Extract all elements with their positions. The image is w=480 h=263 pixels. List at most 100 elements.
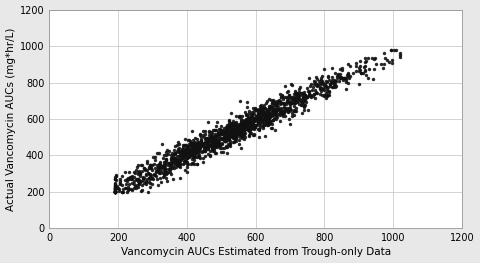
Point (221, 139, 229, 143)
Point (264, 112, 272, 116)
Point (201, 144, 209, 149)
Point (271, 112, 279, 116)
Point (167, 166, 174, 171)
Point (321, 82, 329, 86)
Point (295, 93, 302, 97)
Point (180, 155, 188, 159)
Point (153, 151, 160, 155)
Point (254, 121, 262, 125)
Point (229, 133, 237, 137)
Point (259, 123, 266, 127)
Point (248, 116, 255, 120)
Point (116, 178, 123, 183)
Point (346, 73, 354, 78)
Point (344, 73, 352, 78)
Point (146, 163, 154, 167)
Point (153, 163, 160, 168)
Point (204, 139, 212, 143)
Point (235, 125, 243, 129)
Point (236, 138, 243, 143)
Point (283, 102, 290, 106)
Point (209, 146, 216, 150)
Point (324, 85, 332, 89)
Point (194, 149, 202, 153)
Point (151, 154, 159, 159)
Point (111, 190, 119, 194)
Point (331, 71, 339, 75)
Point (255, 128, 263, 132)
Point (316, 87, 324, 91)
Point (277, 95, 285, 99)
Point (180, 161, 187, 166)
Point (210, 147, 218, 151)
Point (242, 119, 250, 123)
Point (218, 137, 226, 141)
Point (342, 80, 349, 84)
Point (228, 125, 236, 129)
Point (267, 98, 275, 102)
Point (235, 114, 243, 118)
Point (252, 123, 259, 127)
Point (306, 94, 313, 98)
Point (111, 189, 119, 193)
Point (316, 85, 324, 89)
Point (249, 112, 256, 116)
Point (301, 103, 309, 107)
Point (157, 165, 165, 169)
Point (290, 104, 298, 108)
Point (209, 128, 216, 132)
Point (289, 97, 297, 101)
Point (323, 89, 331, 93)
Point (201, 142, 208, 146)
Point (185, 155, 193, 159)
Point (301, 98, 309, 102)
Point (258, 116, 266, 120)
Point (193, 145, 201, 150)
Point (228, 131, 236, 135)
Point (300, 94, 308, 98)
Point (147, 173, 155, 177)
Point (290, 108, 298, 112)
Point (228, 135, 236, 140)
Point (243, 118, 251, 123)
Point (276, 110, 284, 114)
Point (173, 162, 181, 166)
Point (233, 129, 241, 134)
Point (261, 106, 268, 110)
Point (143, 177, 151, 181)
Point (258, 118, 266, 122)
Point (216, 144, 223, 149)
Point (142, 180, 150, 185)
Point (189, 153, 196, 157)
Point (161, 166, 169, 170)
Point (280, 111, 288, 115)
Point (248, 120, 256, 125)
Point (213, 120, 221, 124)
Point (270, 108, 278, 112)
Point (236, 122, 243, 126)
Point (226, 124, 233, 129)
Point (286, 93, 293, 97)
Point (311, 79, 318, 83)
Point (206, 143, 214, 147)
Point (229, 127, 237, 132)
Point (286, 97, 293, 101)
Point (250, 117, 257, 121)
Point (322, 84, 329, 88)
Point (186, 151, 194, 155)
Point (213, 134, 220, 138)
Point (357, 64, 364, 68)
Point (207, 134, 215, 138)
Point (238, 134, 245, 138)
Point (300, 89, 308, 94)
Point (201, 149, 209, 153)
Point (276, 92, 284, 97)
Point (127, 177, 135, 181)
Point (287, 108, 295, 112)
Point (194, 144, 202, 149)
Point (291, 97, 299, 101)
Point (263, 120, 270, 125)
Point (262, 114, 270, 119)
Point (291, 109, 299, 113)
Point (255, 127, 263, 131)
